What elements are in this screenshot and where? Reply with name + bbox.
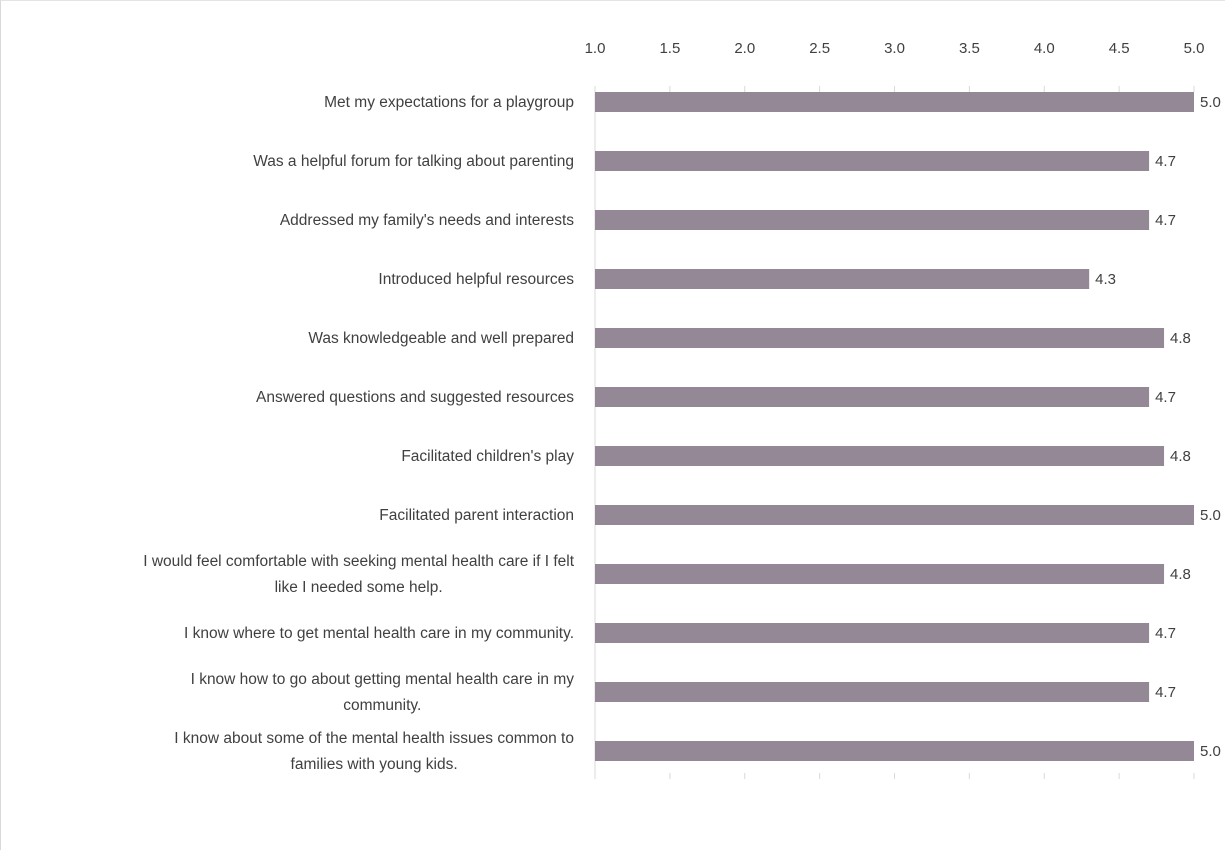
data-label: 4.7 <box>1155 212 1176 229</box>
category-label: like I needed some help. <box>275 579 443 596</box>
category-label: Facilitated parent interaction <box>379 507 574 524</box>
category-label: I would feel comfortable with seeking me… <box>143 553 574 570</box>
bar <box>595 446 1165 466</box>
x-tick-label: 3.0 <box>884 40 905 57</box>
bar <box>595 387 1150 407</box>
category-label: Addressed my family's needs and interest… <box>280 212 574 229</box>
x-tick-label: 3.5 <box>959 40 980 57</box>
data-label: 5.0 <box>1200 743 1221 760</box>
bar <box>595 269 1090 289</box>
category-label: Answered questions and suggested resourc… <box>256 389 574 406</box>
data-label: 5.0 <box>1200 94 1221 111</box>
bar <box>595 92 1194 112</box>
category-label: Facilitated children's play <box>401 448 574 465</box>
data-label: 4.8 <box>1170 566 1191 583</box>
category-label: I know how to go about getting mental he… <box>191 671 575 688</box>
category-label: Was a helpful forum for talking about pa… <box>253 153 574 170</box>
x-tick-label: 1.5 <box>659 40 680 57</box>
bar <box>595 328 1165 348</box>
data-label: 5.0 <box>1200 507 1221 524</box>
bar <box>595 564 1165 584</box>
category-label: Was knowledgeable and well prepared <box>308 330 574 347</box>
category-label: families with young kids. <box>291 756 458 773</box>
x-tick-label: 1.0 <box>585 40 606 57</box>
category-label: I know where to get mental health care i… <box>184 625 574 642</box>
data-label: 4.7 <box>1155 684 1176 701</box>
bar <box>595 151 1150 171</box>
bar <box>595 682 1150 702</box>
x-tick-label: 5.0 <box>1184 40 1205 57</box>
data-label: 4.3 <box>1095 271 1116 288</box>
category-label: community. <box>343 697 421 714</box>
data-label: 4.7 <box>1155 389 1176 406</box>
x-tick-label: 4.5 <box>1109 40 1130 57</box>
category-label: Introduced helpful resources <box>378 271 574 288</box>
data-label: 4.8 <box>1170 448 1191 465</box>
data-label: 4.7 <box>1155 153 1176 170</box>
x-tick-label: 2.0 <box>734 40 755 57</box>
bar <box>595 741 1194 761</box>
category-label: Met my expectations for a playgroup <box>324 94 574 111</box>
x-tick-label: 4.0 <box>1034 40 1055 57</box>
x-tick-label: 2.5 <box>809 40 830 57</box>
data-label: 4.7 <box>1155 625 1176 642</box>
bar <box>595 210 1150 230</box>
category-label: I know about some of the mental health i… <box>174 730 574 747</box>
data-label: 4.8 <box>1170 330 1191 347</box>
bar <box>595 623 1150 643</box>
bar <box>595 505 1194 525</box>
